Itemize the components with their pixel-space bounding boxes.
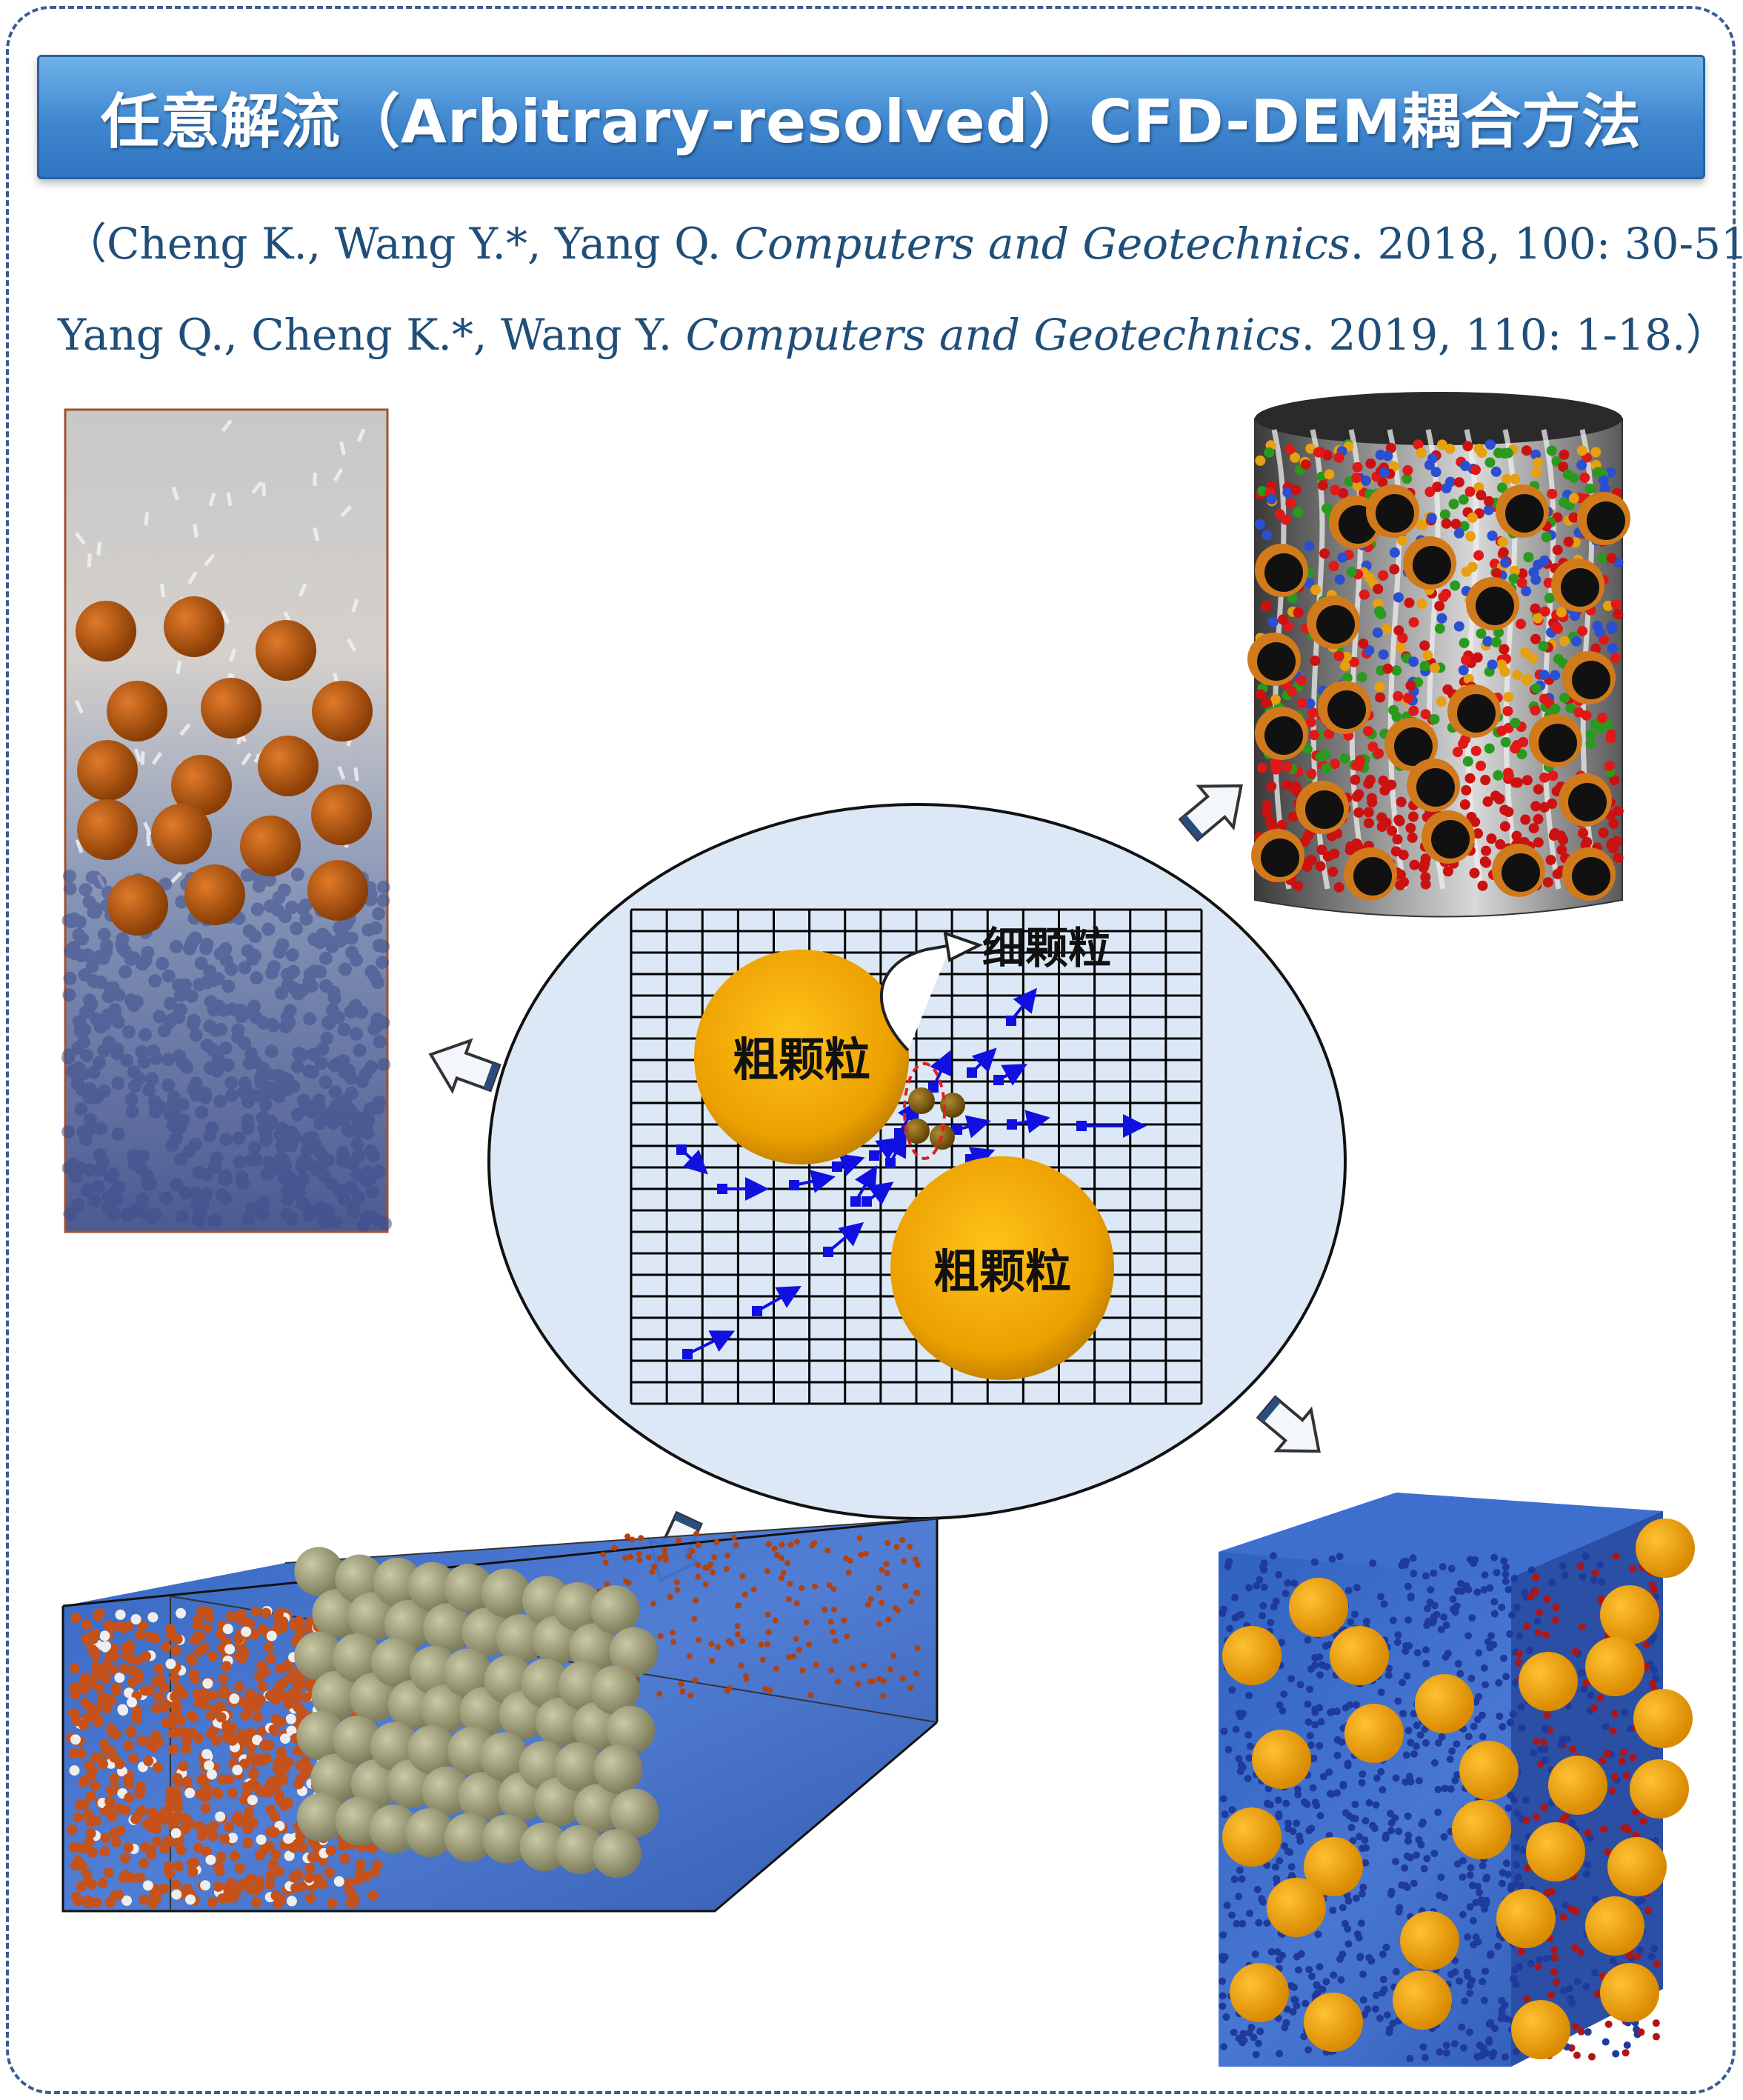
coarse-particle-2 (890, 1156, 1114, 1380)
velocity-arrows (676, 987, 1147, 1359)
arrow-to-top-right (1178, 784, 1243, 842)
fine-particle-highlight (903, 1062, 946, 1160)
coarse-particle-label-2: 粗颗粒 (933, 1244, 1071, 1299)
reference-close-paren: ） (1685, 310, 1729, 360)
reference-line-1: （Cheng K., Wang Y.*, Yang Q. Computers a… (64, 209, 1743, 271)
page-title: 任意解流（Arbitrary-resolved）CFD-DEM耦合方法 (100, 87, 1642, 156)
reference-line-2: Yang Q., Cheng K.*, Wang Y. Computers an… (58, 300, 1728, 362)
title-banner: 任意解流（Arbitrary-resolved）CFD-DEM耦合方法 (37, 55, 1705, 179)
simulation-column-image (61, 408, 392, 1233)
reference-details: . 2018, 100: 30-51; (1350, 219, 1743, 269)
simulation-channel-image (61, 1517, 939, 1913)
reference-journal: Computers and Geotechnics (734, 219, 1350, 269)
arrow-to-bottom-right (1256, 1395, 1321, 1453)
reference-open-paren: （ (64, 219, 107, 269)
fine-label-pointer-head (943, 931, 984, 962)
arrow-to-top-left (428, 1038, 501, 1095)
simulation-cylinder-image (1247, 392, 1630, 918)
reference-journal: Computers and Geotechnics (685, 310, 1302, 360)
reference-authors: Cheng K., Wang Y.*, Yang Q. (107, 219, 721, 269)
dashed-border-frame (6, 6, 1736, 2094)
simulation-box-image (1219, 1493, 1695, 2067)
reference-details: . 2019, 110: 1-18. (1301, 310, 1686, 360)
reference-authors: Yang Q., Cheng K.*, Wang Y. (58, 310, 673, 360)
fine-label-pointer-arrow (880, 944, 952, 1052)
coarse-particle-label-1: 粗颗粒 (733, 1033, 870, 1087)
fine-particle-label: 细颗粒 (982, 923, 1111, 973)
coarse-particle-1 (694, 950, 909, 1164)
